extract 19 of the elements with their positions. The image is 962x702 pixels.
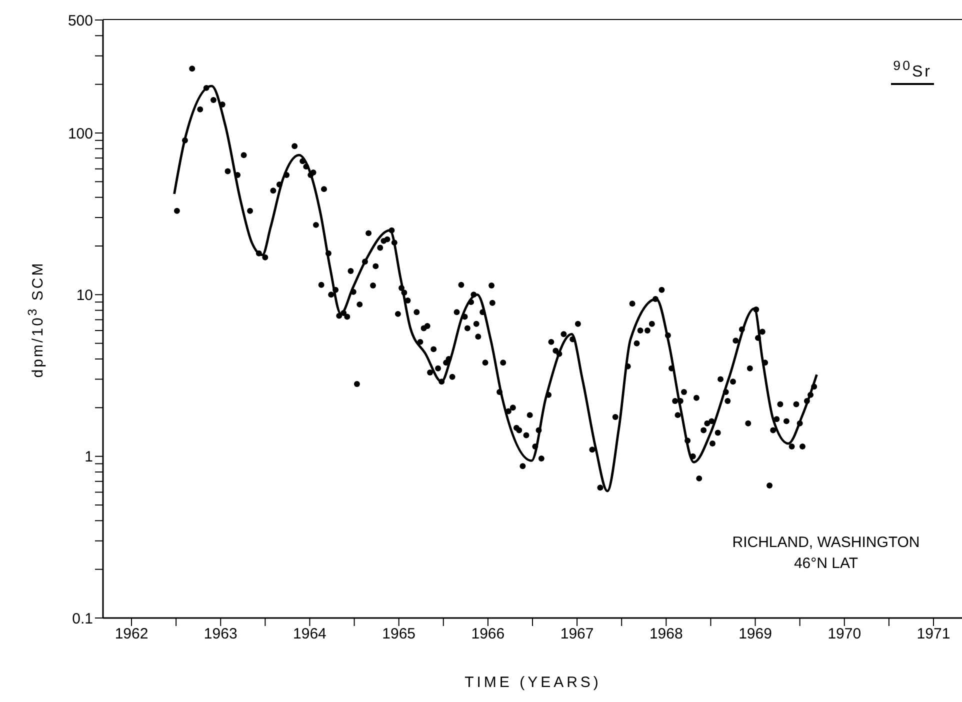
x-tick-label: 1962 [114,626,148,643]
text: $^{90}$Sr [891,58,934,86]
x-tick-label: 1966 [471,626,505,643]
x-tick-label: 1971 [916,626,950,643]
x-axis-title: TIME (YEARS) [464,674,602,691]
y-tick-label: 1 [84,448,93,466]
y-tick-label: 500 [68,12,93,30]
annotation: RICHLAND, WASHINGTON [731,533,921,553]
x-tick-label: 1968 [649,626,683,643]
x-tick-label: 1963 [204,626,238,643]
x-tick-label: 1965 [382,626,416,643]
x-tick-label: 1967 [560,626,594,643]
y-tick-label: 100 [68,125,93,142]
y-tick-label: 10 [76,286,93,304]
y-tick-label: 0.1 [72,610,93,628]
x-tick-label: 1970 [828,626,862,643]
x-tick-label: 1964 [293,626,326,643]
x-tick-label: 1969 [738,626,772,643]
annotation: 46°N LAT [792,554,860,574]
